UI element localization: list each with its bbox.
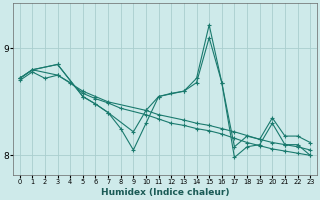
X-axis label: Humidex (Indice chaleur): Humidex (Indice chaleur) [101, 188, 229, 197]
